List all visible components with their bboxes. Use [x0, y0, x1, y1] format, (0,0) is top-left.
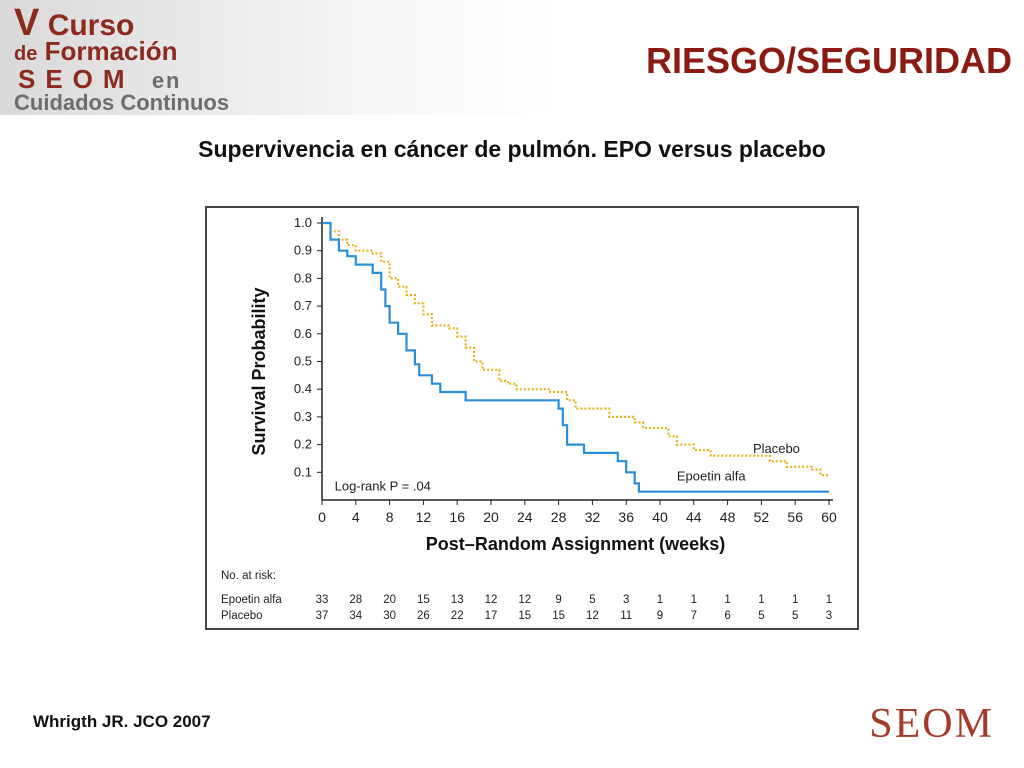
risk-table-cell: 26 [417, 610, 430, 622]
risk-table-cell: 11 [620, 610, 632, 622]
logo-curso: Curso [39, 9, 135, 42]
risk-table-cell: 3 [826, 610, 832, 622]
logo-de: de [14, 43, 38, 65]
risk-table-cell: 6 [724, 610, 730, 622]
logrank-annotation: Log-rank P = .04 [335, 478, 431, 493]
x-tick-label: 12 [416, 509, 432, 525]
risk-table-cell: 12 [586, 610, 599, 622]
risk-table-row-label: Placebo [221, 610, 263, 622]
y-tick-label: 0.6 [294, 326, 312, 341]
x-tick-label: 40 [652, 509, 668, 525]
series-label-placebo: Placebo [753, 441, 800, 456]
seom-footer-logo: SEOM [869, 701, 994, 747]
risk-table-cell: 7 [691, 610, 697, 622]
risk-table-cell: 3 [623, 594, 629, 606]
logo-cuidados: Cuidados Continuos [14, 90, 230, 115]
x-tick-label: 28 [551, 509, 567, 525]
risk-table-cell: 33 [316, 594, 329, 606]
risk-table-cell: 30 [383, 610, 396, 622]
x-tick-label: 44 [686, 509, 702, 525]
series-label-epoetin-alfa: Epoetin alfa [677, 469, 746, 484]
series-line-epoetin-alfa [322, 221, 829, 493]
x-tick-label: 56 [787, 509, 803, 525]
risk-table-cell: 22 [451, 610, 464, 622]
y-tick-label: 0.2 [294, 437, 312, 452]
y-tick-label: 0.9 [294, 243, 312, 258]
y-tick-label: 0.8 [294, 270, 312, 285]
risk-table-cell: 12 [518, 594, 531, 606]
logo-seom: SEOM [18, 64, 135, 94]
risk-table-cell: 15 [518, 610, 531, 622]
y-tick-label: 1.0 [294, 215, 312, 230]
header-band [0, 0, 1024, 115]
risk-table-cell: 28 [349, 594, 362, 606]
survival-chart: 0.10.20.30.40.50.60.70.80.91.00 4 8 12 16 20 2… [221, 215, 837, 622]
x-tick-label: 52 [754, 509, 770, 525]
x-tick-label: 36 [618, 509, 634, 525]
logo-en: en [151, 68, 182, 93]
risk-table-cell: 17 [485, 610, 498, 622]
risk-table-cell: 13 [451, 594, 464, 606]
risk-table-cell: 5 [792, 610, 798, 622]
citation: Whrigth JR. JCO 2007 [33, 712, 211, 731]
x-tick-label: 32 [585, 509, 601, 525]
x-tick-label: 60 [821, 509, 837, 525]
risk-table-row-label: Epoetin alfa [221, 594, 282, 606]
risk-table-cell: 9 [555, 594, 561, 606]
risk-table-cell: 1 [691, 594, 697, 606]
survival-figure: 0.1 0.2 0.3 0.4 0.5 0.6 0.7 0.8 0.9 1.0 0 4 8 12 16 20 2… [205, 206, 859, 630]
risk-table-cell: 1 [657, 594, 663, 606]
risk-table-cell: 15 [417, 594, 430, 606]
risk-table-cell: 5 [589, 594, 595, 606]
risk-table-cell: 34 [349, 610, 362, 622]
slide-subtitle: Supervivencia en cáncer de pulmón. EPO v… [198, 136, 826, 162]
risk-table-cell: 9 [657, 610, 663, 622]
logo-formacion: Formación [37, 36, 178, 66]
risk-table-cell: 37 [316, 610, 329, 622]
x-tick-label: 24 [517, 509, 533, 525]
risk-table-cell: 1 [792, 594, 798, 606]
risk-table-cell: 12 [485, 594, 498, 606]
y-tick-label: 0.3 [294, 409, 312, 424]
x-tick-label: 20 [483, 509, 499, 525]
y-tick-label: 0.7 [294, 298, 312, 313]
y-tick-label: 0.4 [294, 381, 312, 396]
x-tick-label: 16 [449, 509, 465, 525]
risk-table-cell: 15 [552, 610, 565, 622]
x-tick-label: 48 [720, 509, 736, 525]
slide-title: RIESGO/SEGURIDAD [645, 40, 1012, 81]
x-tick-label: 8 [386, 509, 394, 525]
risk-table-title: No. at risk: [221, 570, 276, 582]
y-tick-label: 0.5 [294, 354, 312, 369]
x-axis-label: Post–Random Assignment (weeks) [426, 534, 725, 554]
y-axis-label: Survival Probability [249, 287, 269, 455]
risk-table-cell: 5 [758, 610, 764, 622]
logo-v: V [14, 2, 40, 44]
risk-table-cell: 1 [724, 594, 730, 606]
x-tick-label: 4 [352, 509, 360, 525]
risk-table-cell: 1 [826, 594, 832, 606]
risk-table-cell: 1 [758, 594, 764, 606]
y-tick-label: 0.1 [294, 464, 312, 479]
x-tick-label: 0 [318, 509, 326, 525]
risk-table-cell: 20 [383, 594, 396, 606]
series-line-placebo [322, 221, 829, 477]
